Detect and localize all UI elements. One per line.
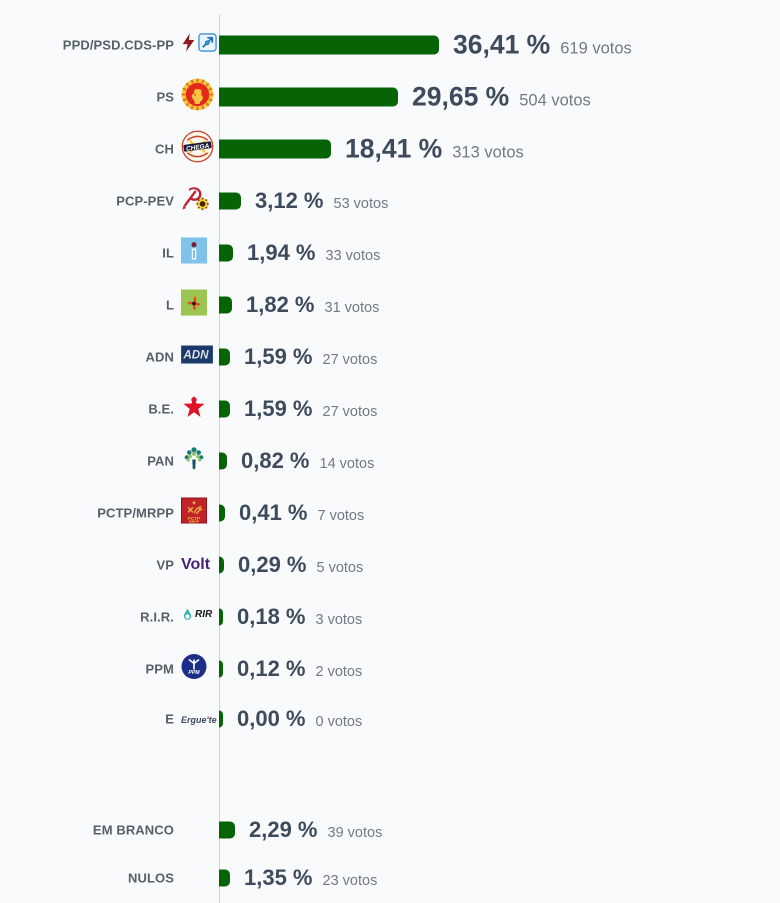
svg-text:MRPP: MRPP bbox=[189, 520, 200, 524]
svg-text:PPM: PPM bbox=[188, 670, 200, 676]
svg-text:ADN: ADN bbox=[182, 349, 209, 362]
